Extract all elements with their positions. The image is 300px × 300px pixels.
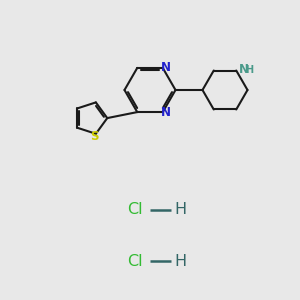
Text: H: H <box>245 64 253 75</box>
Text: S: S <box>90 130 99 143</box>
Text: Cl: Cl <box>127 202 143 217</box>
Text: N: N <box>161 106 171 119</box>
Text: Cl: Cl <box>127 254 143 268</box>
Text: H: H <box>174 202 186 217</box>
Text: N: N <box>239 63 249 76</box>
Text: N: N <box>161 61 171 74</box>
Text: H: H <box>174 254 186 268</box>
